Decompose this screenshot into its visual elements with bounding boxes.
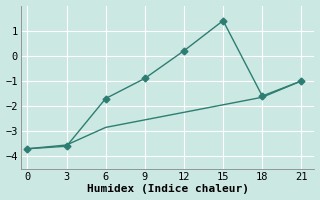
X-axis label: Humidex (Indice chaleur): Humidex (Indice chaleur) [87, 184, 249, 194]
